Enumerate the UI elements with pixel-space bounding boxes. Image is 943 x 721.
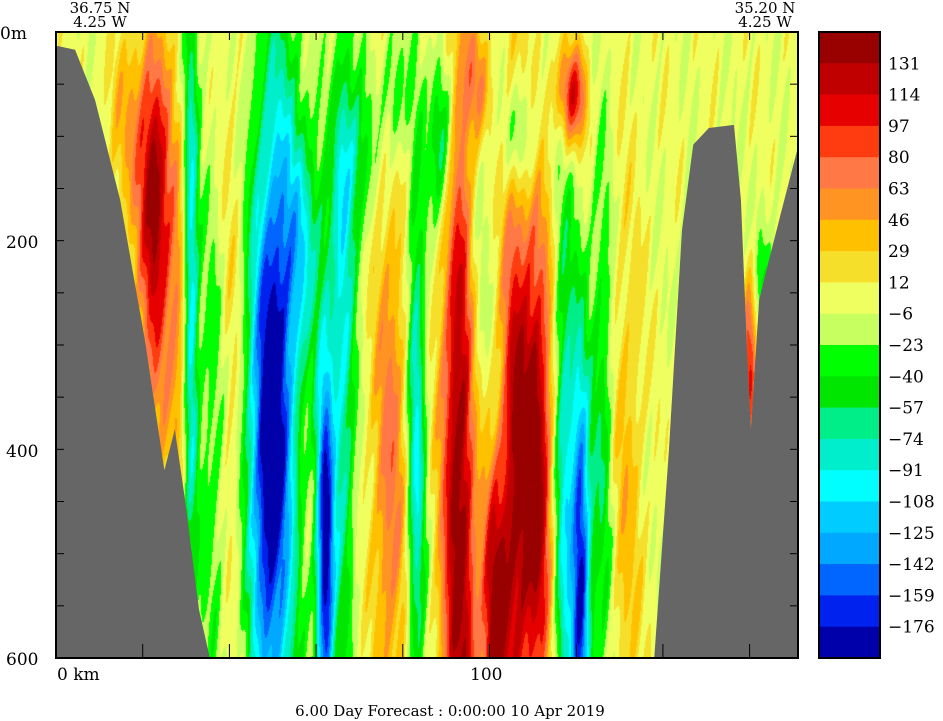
end-lon-label: 4.25 W [738, 13, 792, 31]
colorbar-band [819, 501, 880, 534]
colorbar-frame [818, 31, 881, 659]
bathymetry-land [56, 32, 798, 658]
y-tick-label: 400 [6, 442, 38, 462]
y-tick-label: 600 [6, 650, 38, 670]
colorbar-label: −125 [888, 524, 935, 544]
colorbar-label: −23 [888, 336, 924, 356]
colorbar-band [819, 532, 880, 565]
colorbar-band [819, 407, 880, 440]
colorbar-band [819, 345, 880, 377]
colorbar-label: −6 [888, 305, 913, 325]
colorbar-label: 97 [888, 117, 910, 137]
colorbar-label: −57 [888, 399, 924, 419]
axis-ticks [56, 32, 798, 658]
colorbar-label: −159 [888, 586, 935, 606]
colorbar-band [819, 32, 880, 64]
start-lat-label: 36.75 N [70, 0, 131, 17]
colorbar-label: −74 [888, 430, 924, 450]
colorbar-band [819, 188, 880, 221]
colorbar-label: 131 [888, 54, 920, 74]
colorbar-band [819, 313, 880, 346]
end-lat-label: 35.20 N [735, 0, 796, 17]
colorbar-band [819, 626, 880, 659]
land-left [56, 32, 210, 658]
colorbar-label: 63 [888, 180, 910, 200]
colorbar-band [819, 157, 880, 189]
chart-title: 6.00 Day Forecast : 0:00:00 10 Apr 2019 [295, 702, 605, 720]
colorbar-band [819, 219, 880, 252]
colorbar-band [819, 251, 880, 283]
colorbar-band [819, 376, 880, 409]
colorbar-label: −91 [888, 461, 924, 481]
colorbar-band [819, 595, 880, 628]
colorbar-band [819, 63, 880, 96]
colorbar-label: −108 [888, 493, 935, 513]
colorbar-band [819, 94, 880, 127]
colorbar-label: −40 [888, 367, 924, 387]
colorbar: 131 114 97 80 63 46 29 12 −6 −23 −40 −57 −74 −91 −108 −… [818, 31, 935, 659]
colorbar-label: 12 [888, 273, 910, 293]
x-tick-label: 100 [470, 665, 502, 685]
colorbar-label: 46 [888, 211, 910, 231]
y-tick-label: 0m [0, 24, 27, 44]
colorbar-label: −142 [888, 555, 935, 575]
colorbar-band [819, 438, 880, 471]
colorbar-label: 114 [888, 86, 920, 106]
y-tick-label: 200 [6, 233, 38, 253]
colorbar-label: −176 [888, 618, 935, 638]
colorbar-band [819, 125, 880, 158]
land-right [654, 124, 798, 658]
x-tick-label: 0 km [57, 665, 100, 685]
colorbar-band [819, 470, 880, 502]
start-lon-label: 4.25 W [73, 13, 127, 31]
colorbar-band [819, 564, 880, 596]
colorbar-band [819, 282, 880, 315]
colorbar-label: 29 [888, 242, 910, 262]
colorbar-label: 80 [888, 148, 910, 168]
